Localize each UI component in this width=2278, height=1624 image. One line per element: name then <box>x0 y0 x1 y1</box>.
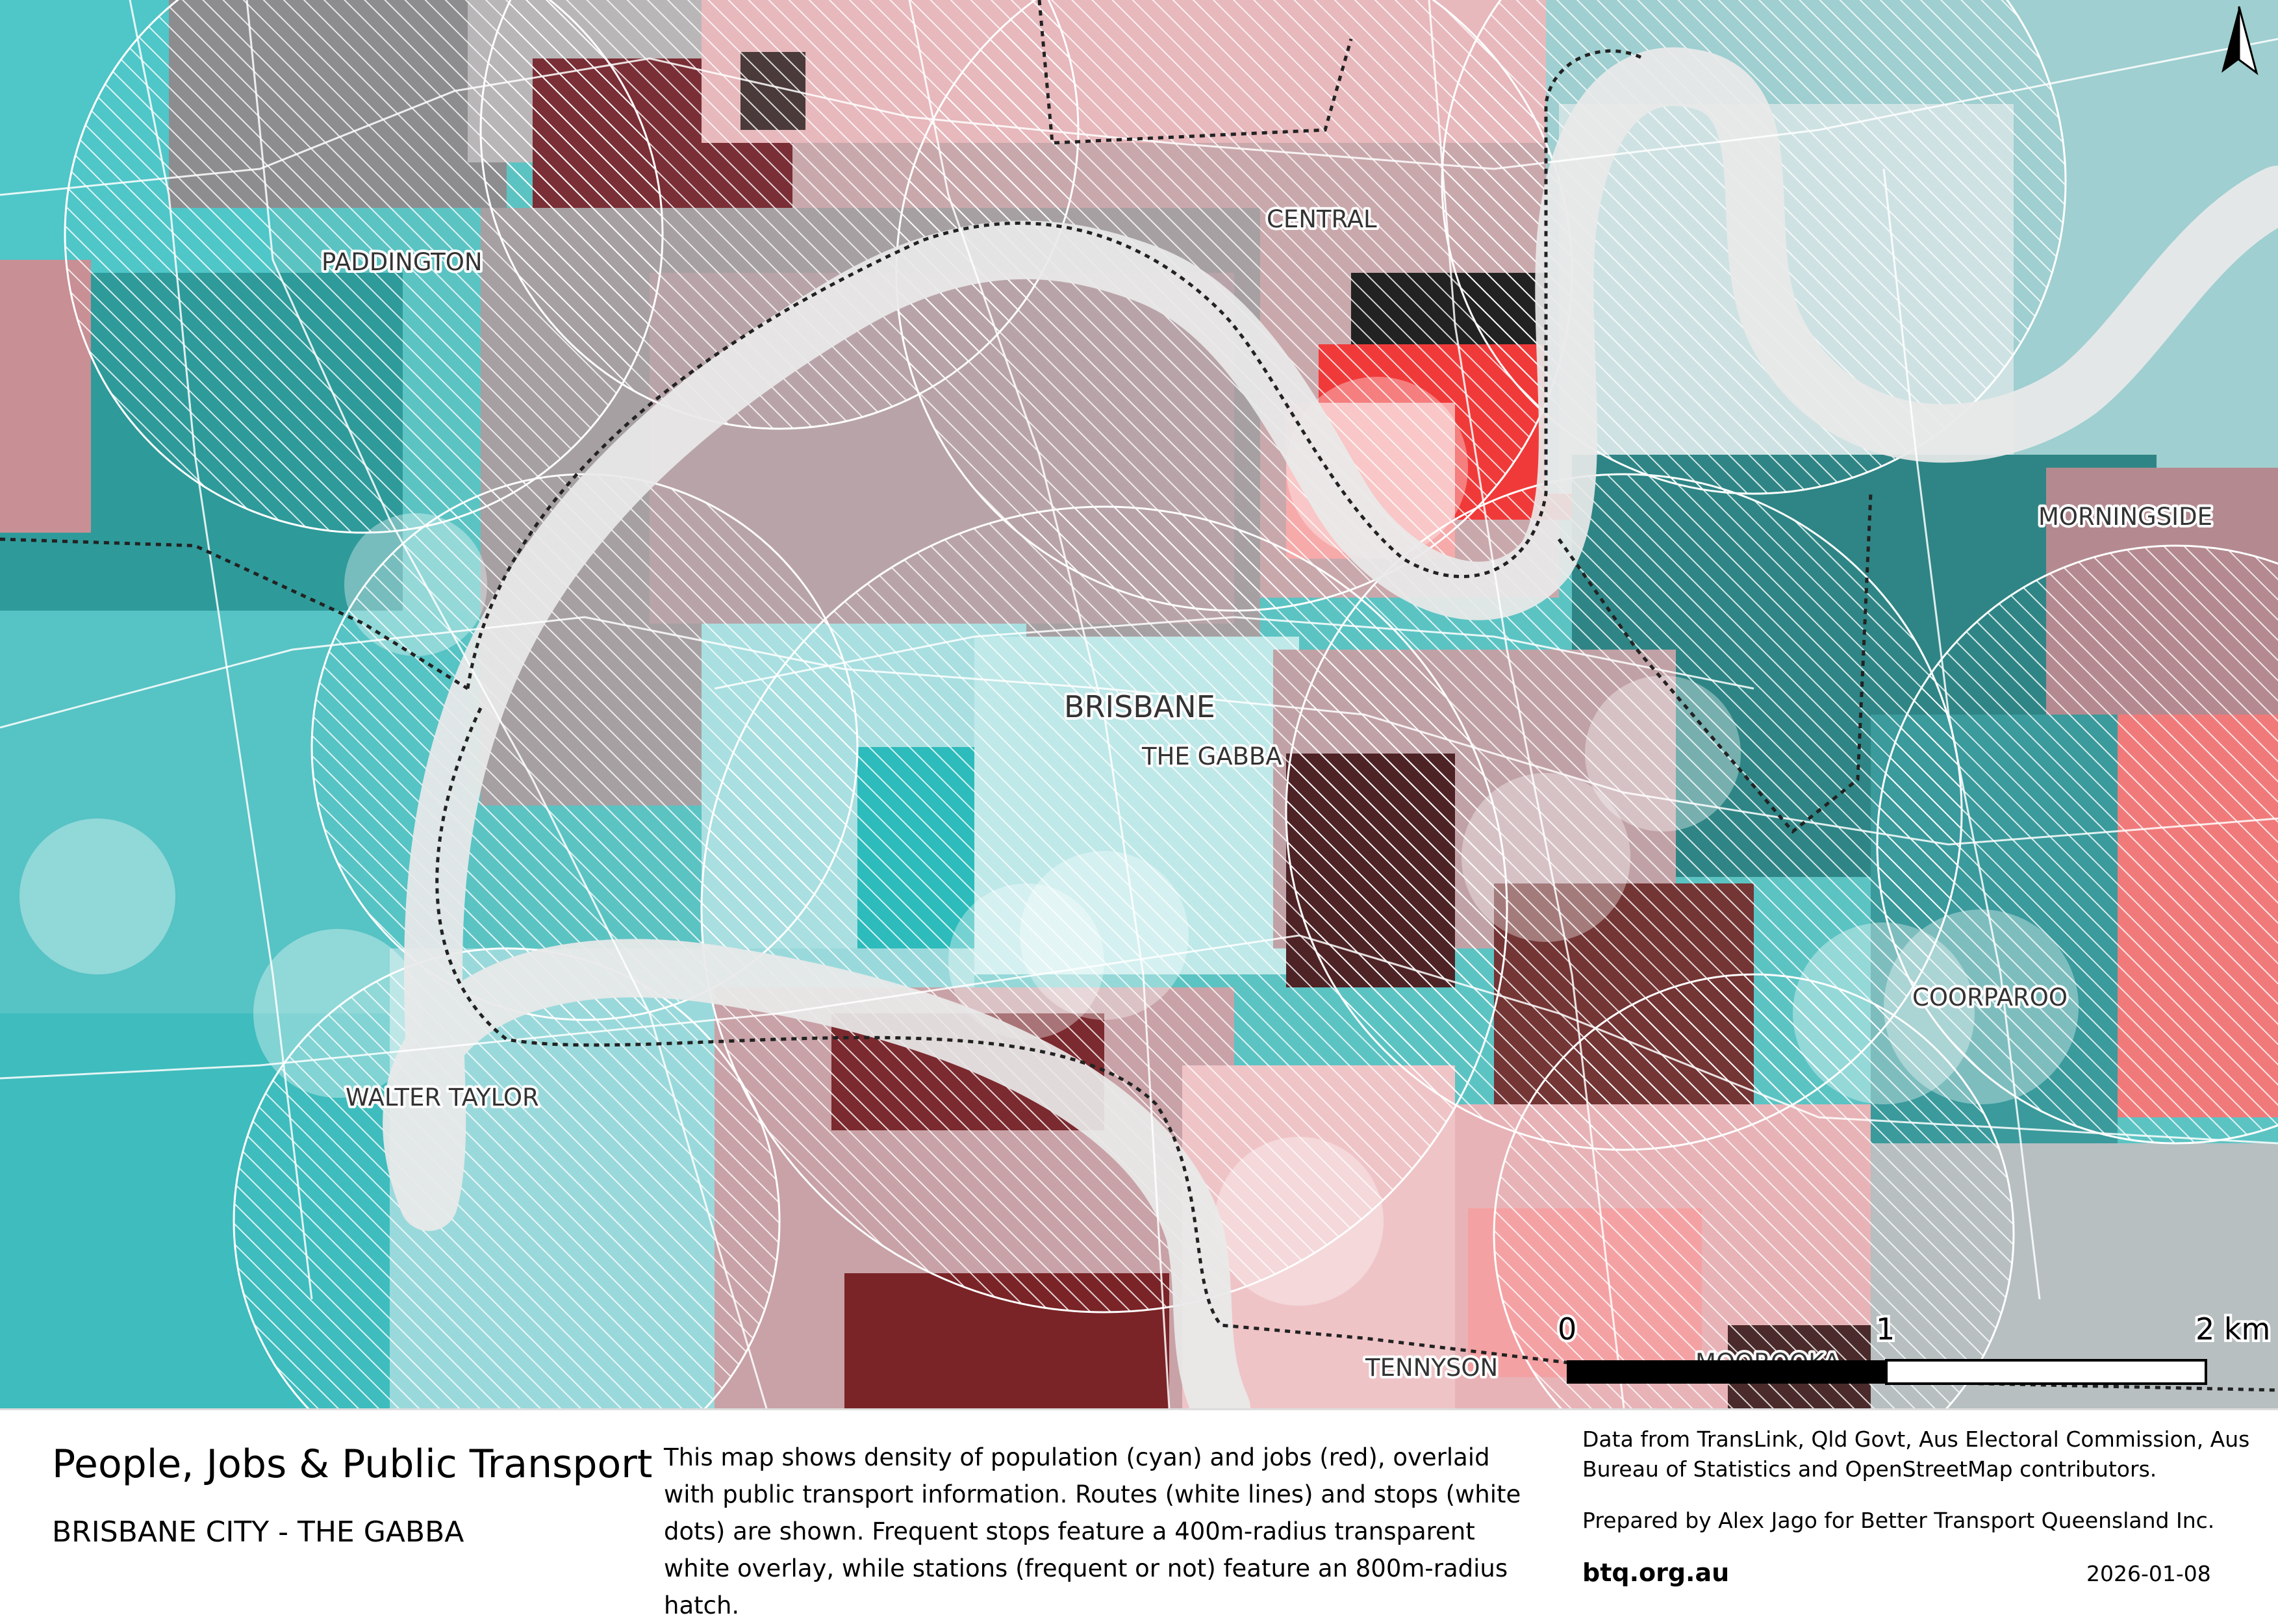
label-tennyson: TENNYSON <box>1365 1354 1498 1382</box>
prepared-by: Prepared by Alex Jago for Better Transpo… <box>1582 1508 2215 1533</box>
label-brisbane: BRISBANE <box>1064 689 1215 724</box>
label-the-gabba: THE GABBA <box>1141 742 1282 770</box>
electorate-boundary <box>0 0 2278 1392</box>
label-walter-taylor: WALTER TAYLOR <box>346 1084 539 1111</box>
map-description: This map shows density of population (cy… <box>664 1443 1521 1619</box>
label-central: CENTRAL <box>1267 205 1377 233</box>
scale-label-0: 0 <box>1558 1312 1576 1347</box>
label-paddington: PADDINGTON <box>322 248 483 276</box>
website-link[interactable]: btq.org.au <box>1582 1558 1730 1587</box>
place-labels: CENTRAL PADDINGTON MORNINGSIDE BRISBANE … <box>319 203 2215 1384</box>
map-subtitle: BRISBANE CITY - THE GABBA <box>52 1516 464 1549</box>
scale-bar-segment-dark <box>1567 1360 1886 1384</box>
transit-routes <box>0 0 2278 1408</box>
map-canvas: CENTRAL PADDINGTON MORNINGSIDE BRISBANE … <box>0 0 2278 1408</box>
map-date: 2026-01-08 <box>2086 1561 2211 1586</box>
scale-bar: 0 1 2 km <box>1555 1309 2273 1385</box>
brisbane-river <box>383 47 2278 1408</box>
label-morningside: MORNINGSIDE <box>2038 503 2212 531</box>
north-arrow-icon <box>2221 6 2259 75</box>
map-title: People, Jobs & Public Transport <box>52 1441 653 1487</box>
map-footer: People, Jobs & Public Transport BRISBANE… <box>0 1408 2278 1619</box>
label-coorparoo: COORPAROO <box>1912 983 2068 1011</box>
scale-label-2km: 2 km <box>2196 1312 2270 1347</box>
data-credits: Data from TransLink, Qld Govt, Aus Elect… <box>1582 1427 2250 1482</box>
scale-label-1: 1 <box>1876 1312 1895 1347</box>
scale-bar-segment-light <box>1885 1359 2207 1385</box>
